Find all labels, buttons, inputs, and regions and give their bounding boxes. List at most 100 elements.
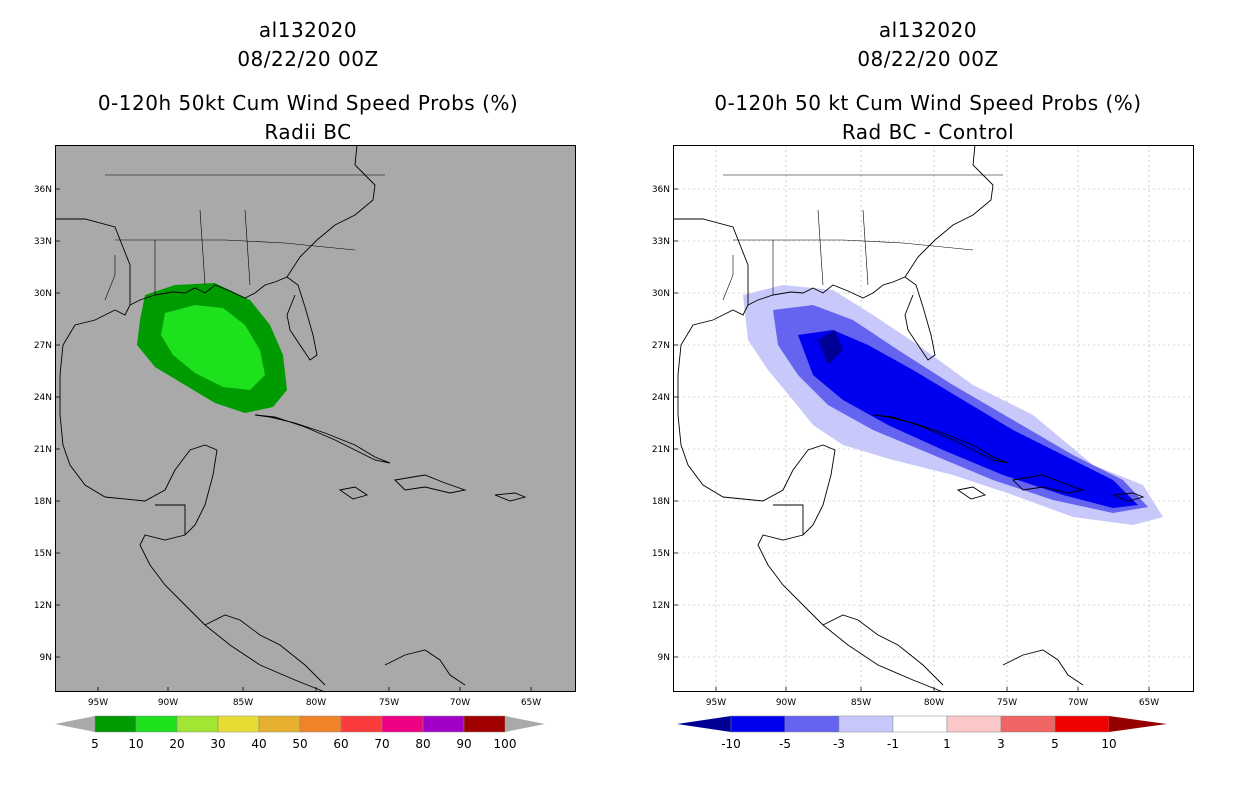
lat-tick-label: 15N [34,549,52,559]
colorbar-label: 5 [1051,737,1059,751]
colorbar-label: 100 [494,737,517,751]
map-background [55,145,576,692]
probability-map: 36N 33N 30N 27N 24N 21N 18N 15N 12N 9N 95W 90W 85W 8… [34,144,576,708]
lon-tick-label: 95W [88,698,108,708]
lon-tick-label: 95W [706,698,726,708]
state-borders [104,174,385,301]
storm-id: al132020 [258,18,358,42]
lat-tick-label: 12N [652,601,670,611]
lon-tick-label: 65W [1139,698,1159,708]
colorbar-swatch [784,715,840,733]
colorbar-swatch [94,715,137,733]
lon-tick-label: 75W [379,698,399,708]
colorbar-swatch [381,715,424,733]
colorbar-label: 20 [169,737,184,751]
difference-shading [743,285,1163,525]
colorbar-swatch [463,715,506,733]
colorbar-label: 70 [374,737,389,751]
colorbar-swatches: -10 -5 -3 -1 1 3 5 10 [677,715,1167,751]
lon-tick-label: 85W [851,698,871,708]
colorbar-under-arrow [55,716,95,732]
latitude-axis: 36N 33N 30N 27N 24N 21N 18N 15N 12N 9N [34,185,60,663]
lat-tick-label: 27N [652,341,670,351]
longitude-axis: 95W 90W 85W 80W 75W 70W 65W [706,687,1159,708]
lat-tick-label: 21N [652,445,670,455]
lon-tick-label: 65W [521,698,541,708]
lat-tick-label: 9N [40,653,52,663]
lon-tick-label: 90W [776,698,796,708]
storm-id: al132020 [878,18,978,42]
colorbar-swatch [1000,715,1056,733]
colorbar-swatch [258,715,301,733]
longitude-axis: 95W 90W 85W 80W 75W 70W 65W [88,687,541,708]
colorbar-over-arrow [505,716,545,732]
colorbar: -10 -5 -3 -1 1 3 5 10 [677,715,1167,751]
colorbar-swatch [422,715,465,733]
colorbar-swatch [730,715,786,733]
lat-tick-label: 30N [652,289,670,299]
colorbar-label: 30 [210,737,225,751]
colorbar-label: 40 [251,737,266,751]
lat-tick-label: 9N [658,653,670,663]
colorbar-label: 90 [456,737,471,751]
lat-tick-label: 15N [652,549,670,559]
prob-10-20-region [161,305,265,390]
latitude-axis: 36N 33N 30N 27N 24N 21N 18N 15N 12N 9N [652,185,678,663]
colorbar-under-arrow [677,716,731,732]
colorbar-label: 50 [292,737,307,751]
colorbar-swatch [892,715,948,733]
colorbar-swatch [946,715,1002,733]
lat-tick-label: 27N [34,341,52,351]
colorbar-label: 60 [333,737,348,751]
lon-tick-label: 80W [924,698,944,708]
colorbar-swatch [838,715,894,733]
forecast-date: 08/22/20 00Z [857,47,999,71]
product-title: 0-120h 50kt Cum Wind Speed Probs (%) [97,91,519,115]
diff-below-minus10-region [818,330,843,365]
coastlines [55,144,527,693]
lat-tick-label: 30N [34,289,52,299]
lon-tick-label: 70W [450,698,470,708]
colorbar-over-arrow [1109,716,1167,732]
colorbar-label: 10 [128,737,143,751]
lat-tick-label: 33N [652,237,670,247]
lat-tick-label: 36N [34,185,52,195]
colorbar-label: -10 [721,737,741,751]
colorbar-label: 5 [91,737,99,751]
lon-tick-label: 90W [158,698,178,708]
colorbar-label: 10 [1101,737,1116,751]
colorbar-swatch [176,715,219,733]
product-subtitle: Radii BC [264,120,352,144]
colorbar-swatches: 5 10 20 30 40 50 60 70 80 90 100 [55,715,545,751]
colorbar-label: -3 [833,737,845,751]
lat-tick-label: 24N [34,393,52,403]
colorbar-swatch [299,715,342,733]
colorbar-label: -1 [887,737,899,751]
map-axes: 36N 33N 30N 27N 24N 21N 18N 15N 12N 9N 95W 90W 85W 8… [34,145,576,708]
probability-shading [137,283,287,413]
product-title: 0-120h 50 kt Cum Wind Speed Probs (%) [714,91,1142,115]
lon-tick-label: 70W [1068,698,1088,708]
lon-tick-label: 85W [233,698,253,708]
colorbar: 5 10 20 30 40 50 60 70 80 90 100 [55,715,545,751]
lon-tick-label: 80W [306,698,326,708]
lat-tick-label: 36N [652,185,670,195]
coastlines [673,144,1145,693]
lat-tick-label: 21N [34,445,52,455]
state-borders [722,174,1003,301]
lat-tick-label: 24N [652,393,670,403]
lat-tick-label: 33N [34,237,52,247]
colorbar-label: -5 [779,737,791,751]
colorbar-swatch [217,715,260,733]
colorbar-label: 1 [943,737,951,751]
map-axes: 36N 33N 30N 27N 24N 21N 18N 15N 12N 9N 95W 90W 85W 8… [652,145,1194,708]
product-subtitle: Rad BC - Control [841,120,1015,144]
lat-tick-label: 18N [34,497,52,507]
colorbar-swatch [340,715,383,733]
lat-tick-label: 18N [652,497,670,507]
colorbar-label: 3 [997,737,1005,751]
forecast-date: 08/22/20 00Z [237,47,379,71]
diff-minus5-minus10-region [798,330,1138,508]
colorbar-swatch [1054,715,1110,733]
difference-map: 36N 33N 30N 27N 24N 21N 18N 15N 12N 9N 95W 90W 85W 8… [652,144,1194,708]
